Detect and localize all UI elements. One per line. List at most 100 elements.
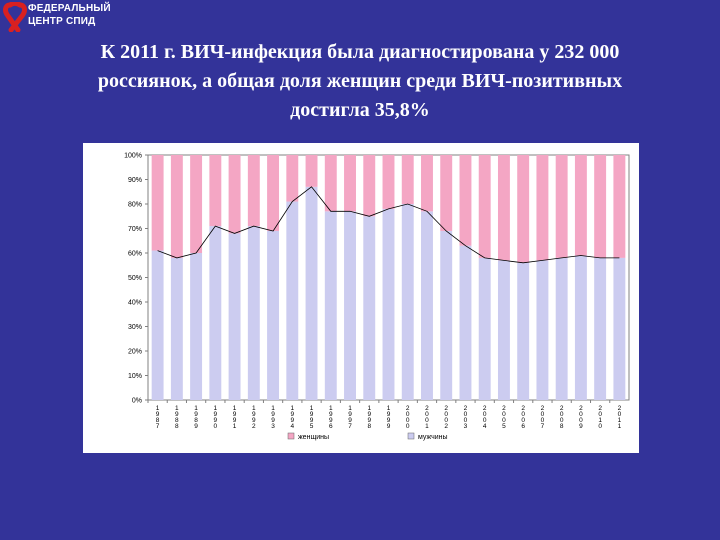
title-line-1: К 2011 г. ВИЧ-инфекция была диагностиров… [100, 41, 620, 63]
bar-men-1997 [344, 211, 356, 400]
bar-men-1989 [190, 253, 203, 400]
title-line-2: россиянок, а общая доля женщин среди ВИЧ… [97, 70, 623, 92]
bar-women-1995 [305, 155, 318, 187]
bar-women-1989 [190, 155, 203, 253]
bar-men-2002 [440, 230, 453, 400]
bar-women-1988 [170, 155, 183, 258]
legend-swatch [287, 432, 295, 440]
bar-men-1994 [286, 201, 299, 400]
bar-women-2000 [401, 155, 414, 204]
bar-men-2010 [594, 257, 607, 400]
bar-women-1991 [228, 155, 241, 234]
bar-women-2007 [536, 155, 549, 261]
bar-women-2002 [440, 155, 453, 231]
bar-women-1987 [151, 155, 164, 251]
men-share-line [157, 186, 620, 264]
legend-swatch [407, 432, 415, 440]
bar-men-1990 [209, 226, 222, 400]
bar-women-1994 [286, 155, 299, 202]
stacked-bar-chart: 0%10%20%30%40%50%60%70%80%90%100% 1 9 8 71 9… [124, 153, 630, 441]
bar-men-1998 [363, 216, 376, 400]
y-tick-label: 10% [128, 373, 142, 380]
bar-women-1993 [267, 155, 280, 231]
bar-women-1999 [382, 155, 395, 209]
bar-men-2004 [478, 257, 491, 400]
bar-women-2008 [555, 155, 568, 258]
bar-men-2003 [459, 245, 472, 400]
bar-men-1996 [324, 211, 337, 400]
slide-title: К 2011 г. ВИЧ-инфекция была диагностиров… [30, 38, 690, 125]
logo-line-1: ФЕДЕРАЛЬНЫЙ [28, 3, 111, 14]
bar-women-2001 [421, 155, 433, 212]
x-axis: 1 9 8 7 1 9 8 8 1 9 8 9 1 9 9 0 1 9 9 1 1 9 9 2 1 9 9 3 1 9 9 4 1 9 9 5 1 9 9 6… [147, 400, 622, 430]
overlay-line [157, 186, 620, 264]
y-tick-label: 30% [128, 324, 142, 331]
bar-men-2007 [536, 260, 549, 400]
bar-men-1993 [267, 230, 280, 400]
aids-ribbon-icon [3, 1, 27, 33]
bar-women-2009 [574, 155, 587, 256]
bar-women-1990 [209, 155, 222, 227]
bar-men-2011 [613, 257, 626, 400]
logo-text: ФЕДЕРАЛЬНЫЙ ЦЕНТР СПИД [28, 2, 111, 28]
bar-women-2010 [594, 155, 607, 258]
logo: ФЕДЕРАЛЬНЫЙ ЦЕНТР СПИД [2, 1, 111, 33]
bar-men-2001 [421, 211, 433, 400]
bar-women-1998 [363, 155, 376, 217]
bar-men-2006 [517, 262, 530, 400]
logo-line-2: ЦЕНТР СПИД [28, 16, 96, 27]
bar-men-1991 [228, 233, 241, 400]
bar-men-2000 [401, 204, 414, 400]
bar-men-2005 [497, 260, 510, 400]
y-tick-label: 90% [128, 177, 142, 184]
bar-women-2003 [459, 155, 472, 246]
y-tick-label: 20% [128, 349, 142, 356]
bars-group [147, 154, 630, 401]
legend-label: мужчины [418, 434, 448, 441]
bar-women-2011 [613, 155, 626, 258]
bar-men-1987 [151, 250, 164, 400]
title-line-3: достигла 35,8% [290, 99, 430, 121]
bar-men-1992 [247, 226, 260, 400]
bar-women-1997 [344, 155, 356, 212]
y-tick-label: 100% [124, 153, 142, 160]
y-axis: 0% 10% 20% 30% 40% 50% 60% 70% 80% 90% 100% [124, 153, 148, 405]
bar-women-1992 [247, 155, 260, 227]
bar-men-2008 [555, 257, 568, 400]
y-tick-label: 60% [128, 251, 142, 258]
y-tick-label: 80% [128, 202, 142, 209]
legend: женщины мужчины [287, 432, 448, 441]
bar-women-2006 [517, 155, 530, 263]
bar-men-2009 [574, 255, 587, 400]
bar-women-2005 [497, 155, 510, 261]
y-tick-label: 40% [128, 300, 142, 307]
legend-label: женщины [298, 434, 329, 441]
bar-women-2004 [478, 155, 491, 258]
bar-men-1995 [305, 186, 318, 400]
y-tick-label: 70% [128, 226, 142, 233]
